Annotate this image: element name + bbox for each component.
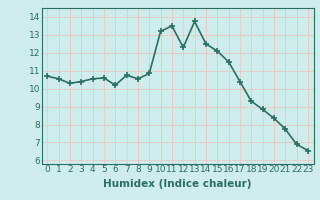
X-axis label: Humidex (Indice chaleur): Humidex (Indice chaleur) [103, 179, 252, 189]
